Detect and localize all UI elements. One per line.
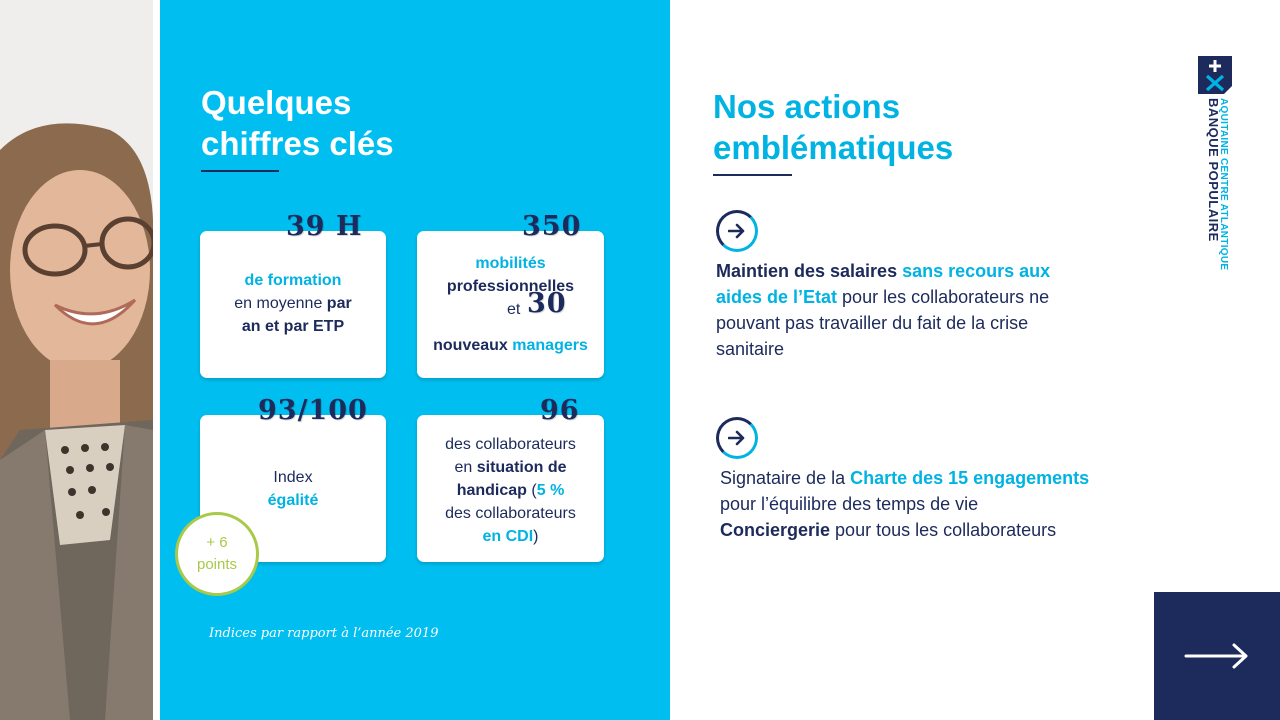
banque-populaire-logo-icon (1198, 56, 1232, 94)
mobility-text: mobilités professionnelles et 30 nouveau… (417, 252, 604, 357)
banque-populaire-logo: BANQUE POPULAIRE AQUITAINE CENTRE ATLANT… (1196, 56, 1234, 276)
disability-card: 96 des collaborateurs en situation de ha… (417, 397, 604, 562)
mobility-line2: professionnelles (446, 278, 575, 295)
actions-title: Nos actions emblématiques (713, 86, 953, 168)
action2-l1a: Signataire de la (720, 468, 851, 488)
training-line2a: en moyenne (234, 295, 327, 312)
footnote: Indices par rapport à l’année 2019 (209, 626, 439, 641)
disability-text: des collaborateurs en situation de handi… (417, 433, 604, 548)
action2-l3b: pour tous les collaborateurs (830, 520, 1057, 540)
badge-line2: points (196, 556, 238, 573)
title-underline (201, 170, 279, 172)
smiling-woman-photo (0, 0, 153, 720)
training-line2b: par (326, 295, 352, 312)
arrow-right-icon (728, 430, 745, 446)
actions-title-underline (713, 174, 792, 176)
mobility-line3b: managers (512, 337, 588, 354)
badge-line1: + 6 (206, 534, 228, 551)
disability-line2b: situation de (476, 459, 567, 476)
action1-text-b: sans recours aux aides de l’Etat (716, 261, 1051, 307)
actions-title-line2: emblématiques (713, 129, 954, 166)
key-figures-panel: Quelques chiffres clés 39 H de formation… (160, 0, 670, 720)
disability-line5b: ) (533, 528, 539, 545)
mobility-et: et (507, 301, 521, 318)
training-line1: de formation (244, 272, 342, 289)
action2-arrow-button[interactable] (716, 417, 758, 459)
key-figures-title: Quelques chiffres clés (201, 82, 394, 164)
equality-index-text: Index égalité (200, 466, 386, 512)
photo-illustration (0, 0, 153, 720)
new-managers-value: 30 (527, 288, 567, 319)
training-hours-card: 39 H de formation en moyenne par an et p… (200, 213, 386, 378)
disability-value: 96 (540, 395, 580, 426)
action1-text-c: pour les collaborateurs ne pouvant pas t… (716, 287, 1050, 359)
action1-text: Maintien des salaires sans recours aux a… (716, 258, 1076, 362)
mobility-line1: mobilités (475, 255, 546, 272)
action2-l2: pour l’équilibre des temps de vie (720, 494, 979, 514)
next-slide-button[interactable] (1154, 592, 1280, 720)
training-line3: an et par ETP (241, 318, 345, 335)
action2-l1b: Charte des 15 engagements (850, 468, 1090, 488)
action2-l3a: Conciergerie (720, 520, 831, 540)
logo-line1: BANQUE POPULAIRE (1206, 98, 1221, 242)
disability-line3b: ( (526, 482, 537, 499)
equality-line1: Index (273, 469, 313, 486)
training-hours-text: de formation en moyenne par an et par ET… (200, 269, 386, 338)
training-hours-value: 39 H (286, 211, 363, 242)
disability-line3a: handicap (456, 482, 527, 499)
key-figures-title-line2: chiffres clés (201, 125, 394, 162)
action1-text-a: Maintien des salaires (716, 261, 903, 281)
long-arrow-right-icon (1184, 643, 1248, 669)
action1-arrow-button[interactable] (716, 210, 758, 252)
disability-line4: des collaborateurs (445, 505, 576, 522)
logo-line2: AQUITAINE CENTRE ATLANTIQUE (1218, 98, 1229, 271)
equality-line2: égalité (267, 492, 319, 509)
disability-line5a: en CDI (482, 528, 534, 545)
disability-line1: des collaborateurs (445, 436, 576, 453)
logo-text: BANQUE POPULAIRE AQUITAINE CENTRE ATLANT… (1196, 98, 1234, 328)
plus-points-badge: + 6 points (175, 512, 259, 596)
mobility-line3a: nouveaux (433, 337, 513, 354)
mobility-value: 350 (522, 211, 582, 242)
actions-title-line1: Nos actions (713, 88, 901, 125)
mobility-card: 350 mobilités professionnelles et 30 nou… (417, 213, 604, 378)
disability-line2a: en (454, 459, 477, 476)
key-figures-title-line1: Quelques (201, 84, 352, 121)
equality-index-value: 93/100 (258, 395, 368, 426)
disability-line3c: 5 % (536, 482, 565, 499)
action2-text: Signataire de la Charte des 15 engagemen… (720, 465, 1150, 543)
arrow-right-icon (728, 223, 745, 239)
